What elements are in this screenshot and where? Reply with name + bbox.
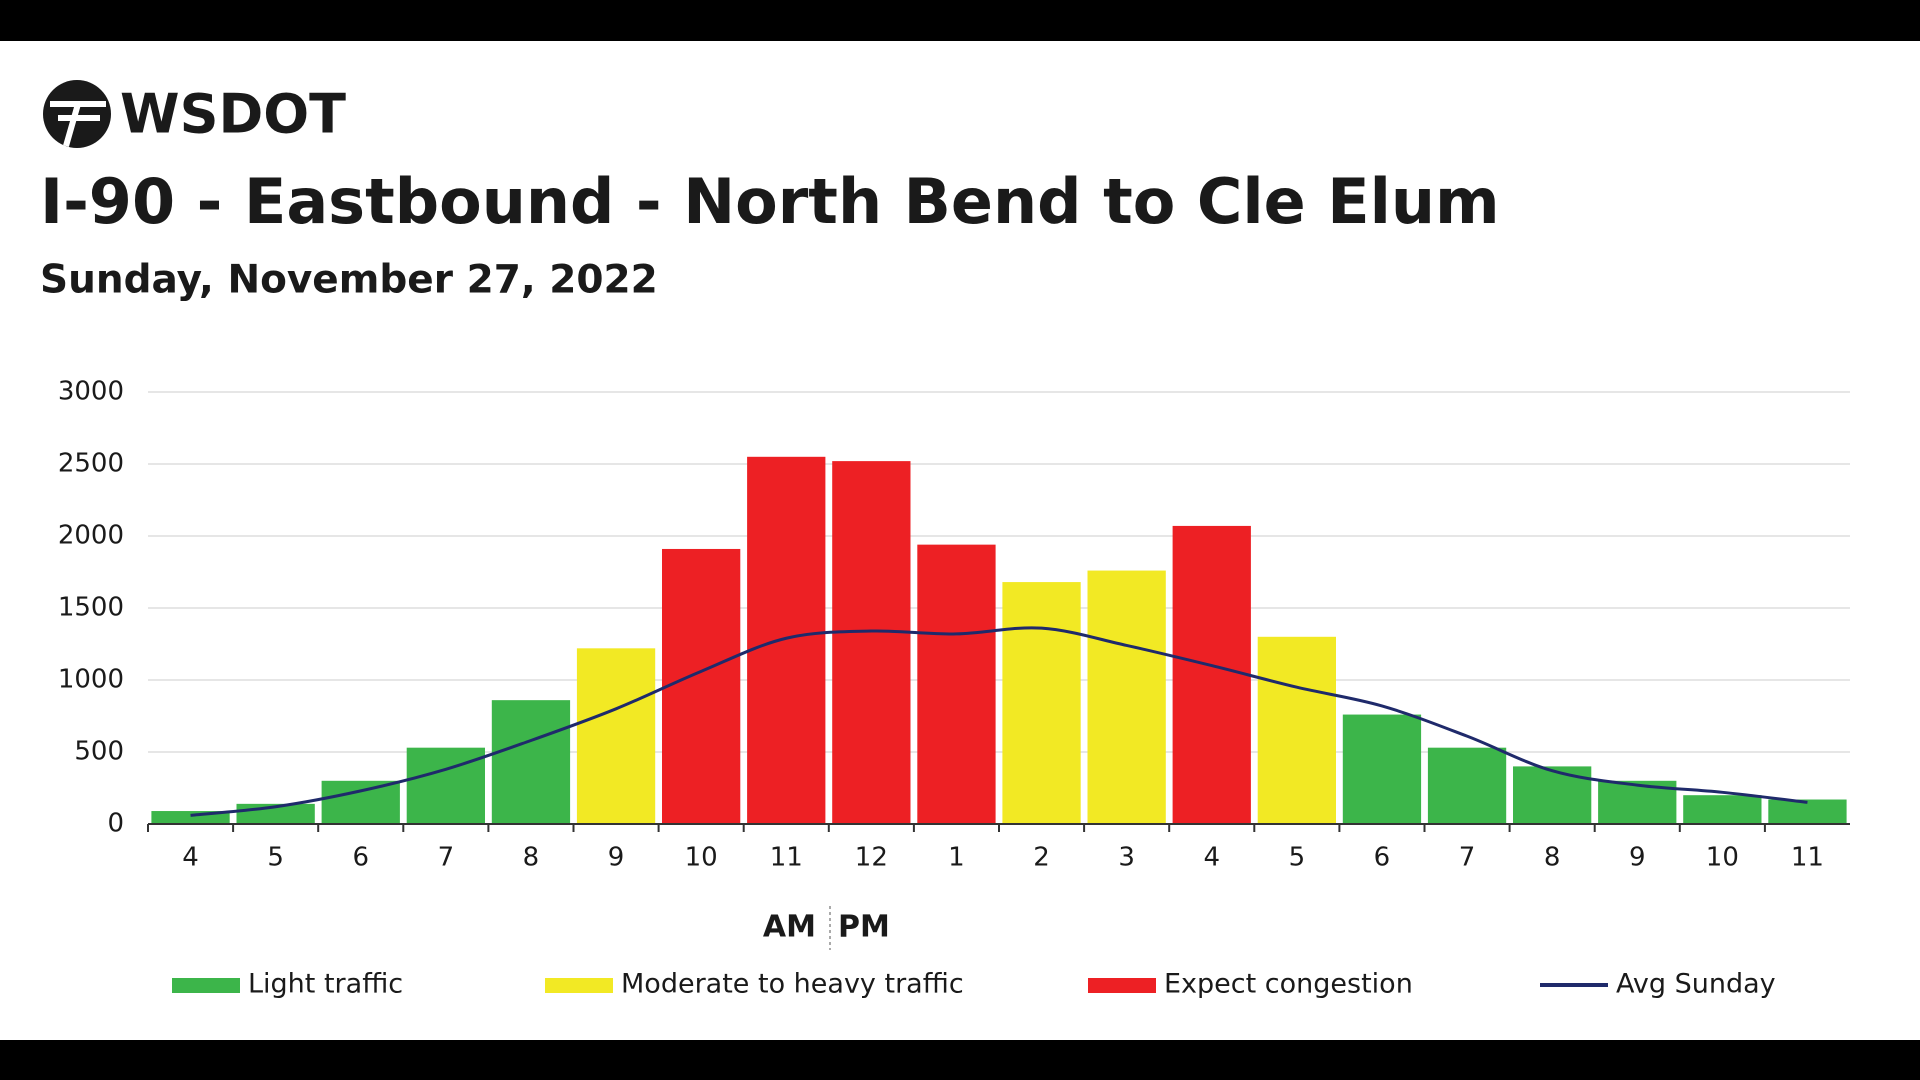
x-tick-label: 5	[1289, 843, 1306, 873]
bar	[747, 456, 826, 824]
chart-title: I-90 - Eastbound - North Bend to Cle Elu…	[40, 165, 1500, 238]
legend-swatch	[1088, 978, 1156, 993]
bar	[1172, 525, 1251, 824]
x-tick-label: 6	[352, 843, 369, 873]
bar	[1768, 799, 1847, 824]
bar	[917, 544, 996, 824]
x-tick-label: 7	[1459, 843, 1476, 873]
x-tick-label: 4	[1203, 843, 1220, 873]
x-tick-label: 1	[948, 843, 965, 873]
x-tick-label: 10	[685, 843, 718, 873]
bar	[1342, 714, 1422, 824]
legend-label: Expect congestion	[1164, 969, 1413, 1000]
bar	[662, 548, 741, 824]
bar	[576, 648, 656, 824]
x-tick-label: 11	[1791, 843, 1824, 873]
y-tick-label: 500	[74, 737, 124, 767]
x-tick-label: 3	[1118, 843, 1135, 873]
x-tick-label: 11	[770, 843, 803, 873]
bar	[1087, 570, 1166, 824]
x-tick-label: 9	[1629, 843, 1646, 873]
legend-label: Avg Sunday	[1616, 969, 1776, 1000]
bar	[491, 700, 571, 824]
x-tick-label: 8	[523, 843, 540, 873]
x-tick-label: 6	[1374, 843, 1391, 873]
bar	[1513, 766, 1592, 824]
x-tick-label: 10	[1706, 843, 1739, 873]
x-tick-label: 12	[855, 843, 888, 873]
y-tick-label: 1000	[58, 665, 124, 695]
line	[190, 626, 1808, 817]
y-tick-label: 2000	[58, 521, 124, 551]
x-tick-label: 8	[1544, 843, 1561, 873]
top-band	[0, 0, 1920, 41]
bar	[1257, 636, 1336, 824]
pm-label: PM	[838, 910, 890, 945]
y-tick-label: 3000	[58, 377, 124, 407]
bar	[1002, 582, 1081, 824]
x-tick-label: 4	[182, 843, 199, 873]
y-tick-label: 2500	[58, 449, 124, 479]
legend-swatch	[545, 978, 613, 993]
bottom-band	[0, 1040, 1920, 1080]
bar	[1683, 795, 1762, 824]
x-tick-label: 9	[608, 843, 625, 873]
logo: WSDOT	[120, 83, 346, 146]
x-tick-label: 5	[267, 843, 284, 873]
legend-label: Moderate to heavy traffic	[621, 969, 964, 1000]
y-tick-label: 1500	[58, 593, 124, 623]
logo-mark	[43, 80, 111, 148]
bar	[832, 461, 911, 824]
bar	[1427, 747, 1507, 824]
x-tick-label: 2	[1033, 843, 1050, 873]
bar	[321, 780, 400, 824]
chart-subtitle: Sunday, November 27, 2022	[40, 258, 658, 303]
am-label: AM	[763, 910, 816, 945]
y-tick-label: 0	[107, 809, 124, 839]
legend-swatch	[172, 978, 240, 993]
x-tick-label: 7	[438, 843, 455, 873]
legend-label: Light traffic	[248, 969, 403, 1000]
